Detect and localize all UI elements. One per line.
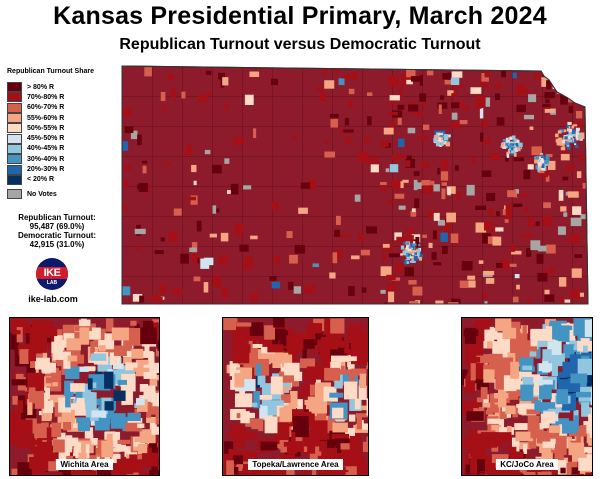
map-subtitle: Republican Turnout versus Democratic Tur… bbox=[119, 36, 481, 53]
legend-item: 45%-50% R bbox=[7, 133, 127, 144]
inset-label-kc: KC/JoCo Area bbox=[496, 459, 558, 470]
legend-item: 30%-40% R bbox=[7, 154, 127, 165]
legend-swatch bbox=[7, 133, 22, 144]
site-url: ike-lab.com bbox=[28, 294, 78, 304]
legend-label: 20%-30% R bbox=[27, 166, 65, 174]
legend-label: 70%-80% R bbox=[27, 93, 65, 101]
inset-wichita-map bbox=[10, 318, 159, 475]
legend-swatch bbox=[7, 102, 22, 113]
legend-swatch bbox=[7, 154, 22, 165]
kansas-state-shape bbox=[121, 65, 589, 305]
legend-swatch bbox=[7, 143, 22, 154]
legend-swatch bbox=[7, 82, 22, 93]
rep-turnout-value: 95,487 (69.0%) bbox=[29, 222, 85, 231]
legend-label: > 80% R bbox=[27, 83, 55, 91]
inset-kc-joco: KC/JoCo Area bbox=[461, 317, 593, 476]
legend-item: 40%-45% R bbox=[7, 143, 127, 154]
legend-swatch bbox=[7, 92, 22, 103]
legend-swatch bbox=[7, 174, 22, 185]
legend-item: 60%-70% R bbox=[7, 102, 127, 113]
legend-swatch bbox=[7, 123, 22, 134]
legend-item: 50%-55% R bbox=[7, 123, 127, 134]
inset-kc-map bbox=[462, 318, 592, 475]
legend-label: No Votes bbox=[27, 190, 57, 198]
legend-label: 50%-55% R bbox=[27, 124, 65, 132]
legend-swatch bbox=[7, 189, 22, 200]
inset-wichita: Wichita Area bbox=[9, 317, 160, 476]
legend-label: 45%-50% R bbox=[27, 135, 65, 143]
turnout-summary: Republican Turnout: 95,487 (69.0%) Democ… bbox=[7, 213, 107, 249]
inset-topeka-lawrence: Topeka/Lawrence Area bbox=[222, 317, 369, 476]
logo-subtext: LAB bbox=[46, 280, 58, 286]
legend-item: > 80% R bbox=[7, 82, 127, 93]
legend-item: 70%-80% R bbox=[7, 92, 127, 103]
legend-label: 55%-60% R bbox=[27, 114, 65, 122]
legend-label: < 20% R bbox=[27, 176, 55, 184]
legend-item: 55%-60% R bbox=[7, 113, 127, 124]
inset-label-wichita: Wichita Area bbox=[56, 459, 113, 470]
legend-swatch bbox=[7, 164, 22, 175]
inset-label-topeka: Topeka/Lawrence Area bbox=[248, 459, 343, 470]
ike-lab-logo: IKE LAB bbox=[36, 258, 68, 290]
legend-item: 20%-30% R bbox=[7, 164, 127, 175]
legend-title: Republican Turnout Share bbox=[7, 68, 94, 75]
dem-turnout-value: 42,915 (31.0%) bbox=[29, 240, 85, 249]
rep-turnout-label: Republican Turnout: bbox=[18, 213, 96, 222]
legend: Republican Turnout Share > 80% R 70%-80% … bbox=[7, 68, 127, 200]
legend-item-no-votes: No Votes bbox=[7, 189, 127, 200]
inset-topeka-map bbox=[223, 318, 368, 475]
legend-swatch bbox=[7, 113, 22, 124]
legend-label: 40%-45% R bbox=[27, 145, 65, 153]
logo-text: IKE bbox=[43, 267, 61, 279]
precinct-shading bbox=[122, 66, 588, 304]
dem-turnout-label: Democratic Turnout: bbox=[17, 231, 97, 240]
map-title: Kansas Presidential Primary, March 2024 bbox=[53, 2, 547, 30]
legend-label: 30%-40% R bbox=[27, 155, 65, 163]
legend-item: < 20% R bbox=[7, 174, 127, 185]
legend-label: 60%-70% R bbox=[27, 104, 65, 112]
